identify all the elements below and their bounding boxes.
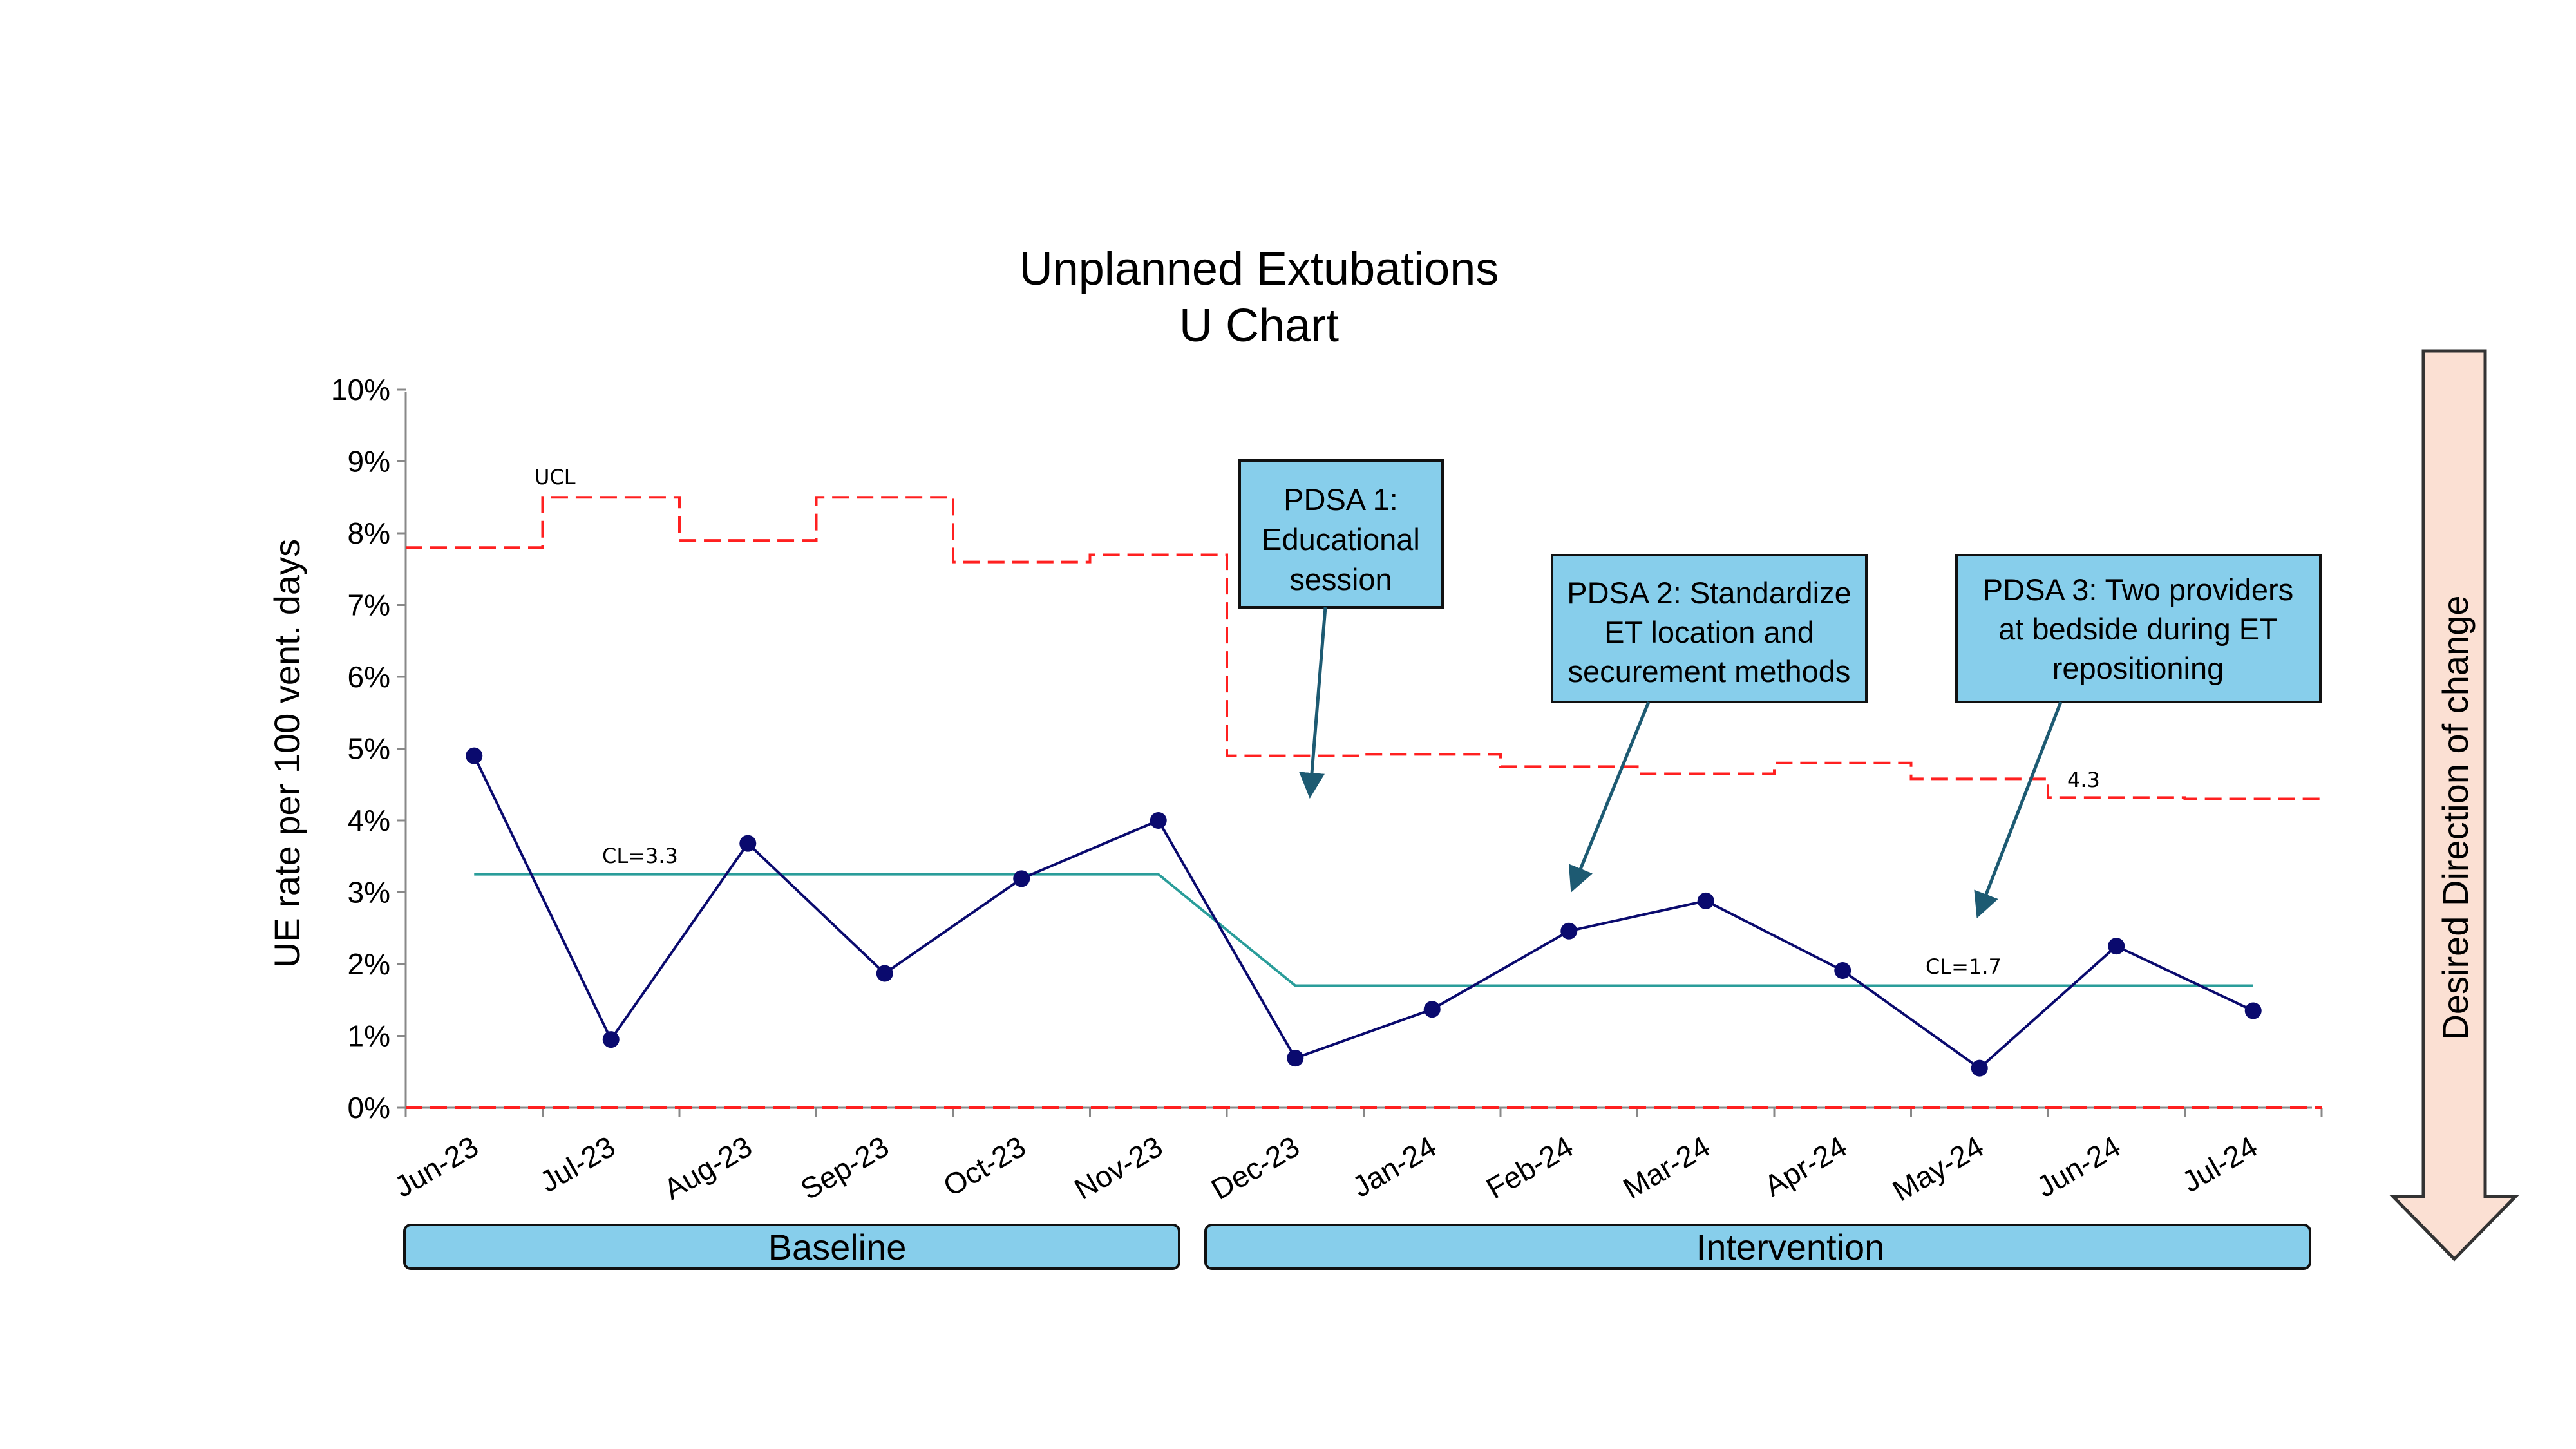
y-tick-label: 4% [348, 804, 390, 837]
pdsa-2-line-2: ET location and [1604, 615, 1814, 649]
x-ticks: Jun-23 Jul-23 Aug-23 Sep-23 Oct-23 Nov-23 Dec-… [388, 1108, 2323, 1208]
x-tick-label: Apr-24 [1759, 1130, 1853, 1203]
x-tick-label: Jul-23 [534, 1130, 621, 1199]
pdsa-3-line-2: at bedside during ET [1998, 612, 2278, 646]
data-point [1287, 1050, 1304, 1067]
x-tick-label: Jul-24 [2176, 1130, 2263, 1199]
y-tick-label: 10% [331, 373, 390, 406]
data-point [1150, 812, 1167, 829]
chart-title-line-1: Unplanned Extubations [1019, 243, 1499, 295]
data-point [2108, 938, 2125, 955]
phase-intervention: Intervention [1204, 1224, 2311, 1270]
y-axis-label: UE rate per 100 vent. days [267, 539, 307, 968]
pdsa-3-arrow [1974, 701, 2063, 918]
data-point [1971, 1059, 1988, 1077]
pdsa-2-callout: PDSA 2: Standardize ET location and secu… [1551, 554, 1868, 893]
chart-title-line-2: U Chart [1179, 300, 1339, 352]
data-point [1423, 1001, 1441, 1018]
y-tick-label: 8% [348, 516, 390, 550]
cl-baseline-label: CL=3.3 [602, 844, 678, 868]
desired-direction-arrow: Desired Direction of change [2389, 349, 2519, 1262]
y-tick-label: 5% [348, 732, 390, 766]
data-point [1834, 962, 1852, 980]
desired-direction-label: Desired Direction of change [2435, 595, 2476, 1040]
pdsa-3-callout: PDSA 3: Two providers at bedside during … [1955, 554, 2322, 918]
y-tick-label: 3% [348, 876, 390, 909]
center-line-layer [474, 873, 2253, 987]
y-ticks: 0% 1% 2% 3% 4% 5% 6% 7% 8% 9% 10% [331, 373, 406, 1124]
x-tick-label: Mar-24 [1618, 1130, 1716, 1206]
phase-intervention-label: Intervention [1696, 1227, 1885, 1267]
x-tick-label: Dec-23 [1206, 1130, 1305, 1206]
pdsa-3-line-3: repositioning [2052, 651, 2224, 685]
y-tick-label: 2% [348, 947, 390, 981]
pdsa-1-line-1: PDSA 1: [1283, 482, 1398, 516]
pdsa-1-line-2: Educational [1262, 522, 1420, 556]
x-tick-label: Oct-23 [938, 1130, 1032, 1203]
cl-intervention-label: CL=1.7 [1926, 954, 2002, 979]
phase-baseline: Baseline [403, 1224, 1180, 1270]
data-point [1697, 892, 1714, 909]
data-point [739, 835, 757, 852]
x-tick-label: Jun-24 [2031, 1130, 2126, 1204]
y-tick-label: 1% [348, 1019, 390, 1053]
data-point [876, 965, 893, 982]
x-tick-label: Sep-23 [795, 1130, 894, 1206]
pdsa-2-line-1: PDSA 2: Standardize [1567, 576, 1852, 610]
data-point [1560, 922, 1578, 940]
ucl-end-label: 4.3 [2067, 768, 2100, 792]
data-point [1013, 870, 1030, 887]
data-point [2244, 1002, 2262, 1019]
x-tick-label: May-24 [1887, 1130, 1989, 1208]
pdsa-3-line-1: PDSA 3: Two providers [1983, 573, 2293, 607]
y-tick-label: 7% [348, 589, 390, 622]
pdsa-1-arrow [1299, 607, 1327, 799]
x-tick-label: Nov-23 [1068, 1130, 1168, 1206]
x-tick-label: Feb-24 [1481, 1130, 1578, 1206]
x-tick-label: Aug-23 [658, 1130, 757, 1206]
series-layer [466, 747, 2262, 1077]
pdsa-1-callout: PDSA 1: Educational session [1238, 459, 1444, 799]
x-tick-label: Jun-23 [388, 1130, 484, 1204]
data-series-line [473, 755, 2254, 1070]
center-line [474, 873, 2253, 987]
ucl-label: UCL [535, 465, 576, 489]
y-tick-label: 9% [348, 445, 390, 478]
pdsa-2-arrow [1568, 701, 1651, 893]
y-tick-label: 6% [348, 660, 390, 694]
data-point [602, 1031, 620, 1048]
x-tick-label: Jan-24 [1347, 1130, 1442, 1204]
pdsa-1-line-3: session [1289, 562, 1392, 596]
pdsa-2-line-3: securement methods [1568, 654, 1851, 688]
data-point [466, 747, 483, 764]
phase-baseline-label: Baseline [768, 1227, 907, 1267]
y-tick-label: 0% [348, 1091, 390, 1124]
